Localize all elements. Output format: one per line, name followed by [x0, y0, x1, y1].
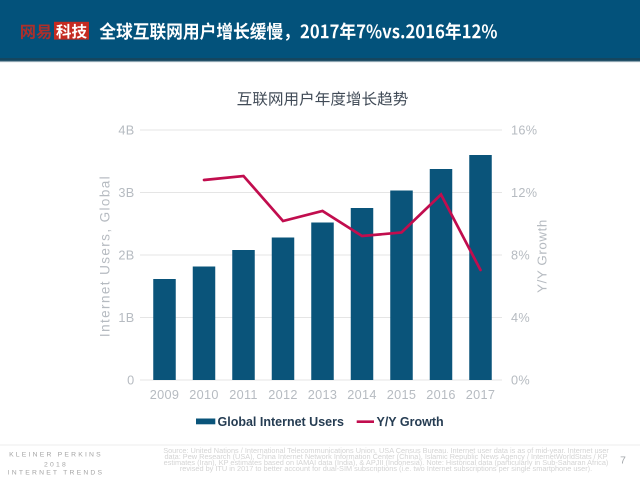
svg-text:2013: 2013: [308, 388, 337, 402]
svg-text:2018: 2018: [44, 461, 68, 468]
svg-text:2015: 2015: [387, 388, 416, 402]
svg-text:2B: 2B: [118, 249, 134, 263]
svg-text:Internet Users, Global: Internet Users, Global: [98, 175, 113, 337]
svg-text:16%: 16%: [511, 124, 537, 138]
svg-text:7: 7: [620, 456, 626, 467]
svg-text:2016: 2016: [426, 388, 455, 402]
svg-text:0%: 0%: [511, 374, 530, 388]
svg-text:1B: 1B: [118, 311, 134, 325]
svg-text:2011: 2011: [229, 388, 257, 402]
svg-text:KLEINER PERKINS: KLEINER PERKINS: [9, 451, 103, 458]
svg-text:2014: 2014: [347, 388, 376, 402]
svg-text:12%: 12%: [511, 186, 537, 200]
svg-text:4B: 4B: [118, 124, 134, 138]
svg-text:3B: 3B: [118, 186, 134, 200]
svg-text:2017: 2017: [466, 388, 495, 402]
svg-text:4%: 4%: [511, 311, 530, 325]
svg-text:INTERNET TRENDS: INTERNET TRENDS: [8, 470, 105, 477]
svg-text:2012: 2012: [268, 388, 297, 402]
svg-text:Y/Y Growth: Y/Y Growth: [377, 415, 444, 429]
svg-text:Y/Y Growth: Y/Y Growth: [535, 219, 550, 293]
svg-text:Global Internet Users: Global Internet Users: [218, 415, 344, 429]
svg-text:2010: 2010: [189, 388, 218, 402]
svg-text:2009: 2009: [150, 388, 179, 402]
svg-text:estimates (Iran), KP estimates: estimates (Iran), KP estimates based on …: [164, 458, 609, 467]
svg-text:revised by ITU in 2017 to bett: revised by ITU in 2017 to better account…: [180, 464, 592, 473]
svg-text:data: Pew Research (USA), Chin: data: Pew Research (USA), China Internet…: [164, 452, 607, 461]
svg-text:Source: United Nations / Inter: Source: United Nations / International T…: [163, 446, 609, 455]
svg-text:8%: 8%: [511, 249, 530, 263]
svg-text:0: 0: [127, 374, 134, 388]
